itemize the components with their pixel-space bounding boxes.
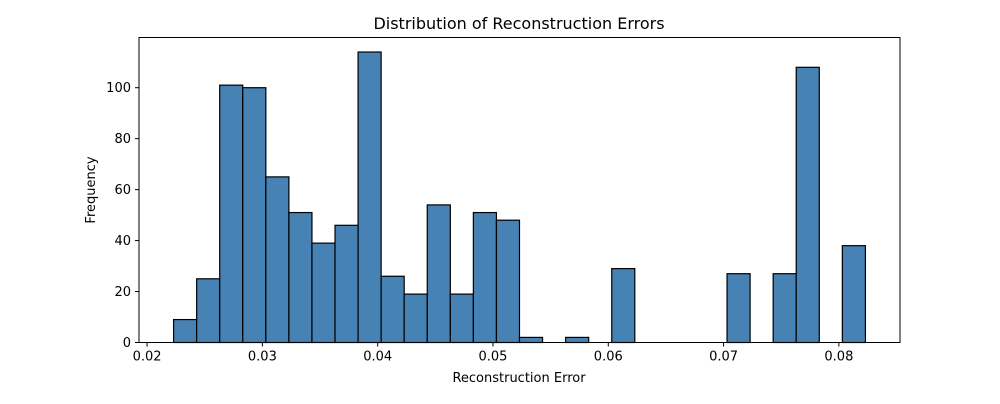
histogram-bar — [219, 84, 244, 344]
y-tick-label: 60 — [114, 183, 131, 198]
histogram-bar — [380, 275, 405, 344]
histogram-bar — [265, 176, 290, 344]
y-axis-label: Frequency — [84, 156, 99, 223]
histogram-bar — [841, 245, 867, 344]
x-tick-label: 0.02 — [133, 350, 162, 365]
histogram-bar — [334, 224, 359, 344]
histogram-bar — [795, 66, 820, 344]
x-tick-label: 0.04 — [363, 350, 392, 365]
histogram-bar — [196, 278, 221, 344]
y-tick-label: 20 — [114, 285, 131, 300]
y-tick-label: 0 — [123, 336, 131, 351]
histogram-bar — [357, 51, 382, 344]
histogram-bar — [726, 273, 751, 344]
histogram-bar — [172, 318, 198, 344]
chart-title: Distribution of Reconstruction Errors — [373, 14, 664, 33]
histogram-bar — [565, 336, 590, 344]
histogram-bar — [772, 273, 797, 344]
x-tick-label: 0.05 — [479, 350, 508, 365]
x-tick-label: 0.08 — [824, 350, 853, 365]
histogram-bar — [242, 87, 267, 344]
histogram-bar — [311, 242, 336, 344]
histogram-bar — [472, 211, 498, 344]
histogram-bar — [449, 293, 474, 344]
y-axis-ticks: 0 20 40 60 80 100 — [106, 81, 139, 351]
histogram-bar — [518, 336, 544, 344]
y-tick-label: 80 — [114, 132, 131, 147]
x-tick-label: 0.03 — [248, 350, 277, 365]
x-axis-label: Reconstruction Error — [452, 371, 586, 386]
y-tick-label: 40 — [114, 234, 131, 249]
y-tick-label: 100 — [106, 81, 131, 96]
x-tick-label: 0.06 — [594, 350, 623, 365]
histogram-bar — [495, 219, 521, 344]
x-tick-label: 0.07 — [709, 350, 738, 365]
bars-group — [172, 51, 867, 344]
histogram-bar — [403, 293, 428, 344]
histogram-bar — [426, 204, 451, 344]
histogram-bar — [611, 268, 636, 344]
x-axis-ticks: 0.02 0.03 0.04 0.05 0.06 0.07 0.08 — [133, 342, 853, 365]
histogram-bar — [288, 211, 313, 344]
